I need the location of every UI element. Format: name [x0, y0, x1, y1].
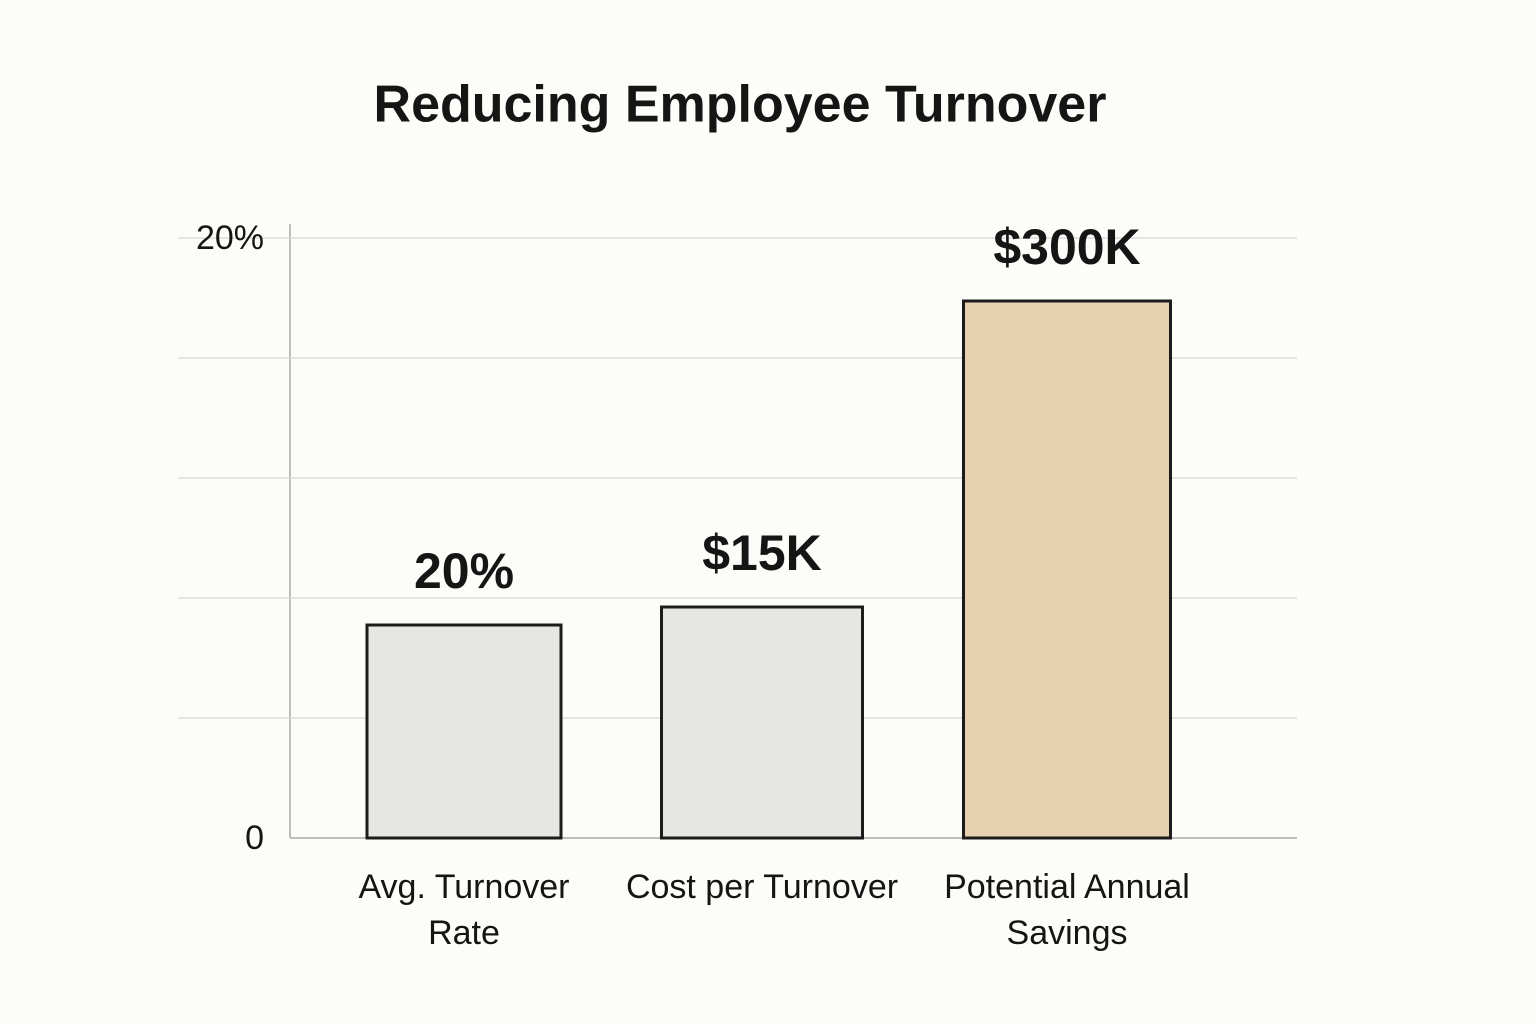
- bar: [660, 605, 864, 840]
- bar: [962, 299, 1172, 840]
- x-tick-label: Potential Annual Savings: [944, 868, 1190, 952]
- y-tick-label: 0: [245, 819, 264, 857]
- chart-title: Reducing Employee Turnover: [374, 76, 1107, 134]
- x-tick-label: Cost per Turnover: [625, 868, 899, 906]
- y-tick-label: 20%: [196, 219, 264, 257]
- bar: [365, 623, 563, 840]
- bar-annotation: $15K: [702, 525, 822, 581]
- x-tick-label: Avg. Turnover Rate: [358, 868, 570, 952]
- bar-annotation: 20%: [414, 543, 514, 599]
- bar-annotation: $300K: [993, 219, 1140, 275]
